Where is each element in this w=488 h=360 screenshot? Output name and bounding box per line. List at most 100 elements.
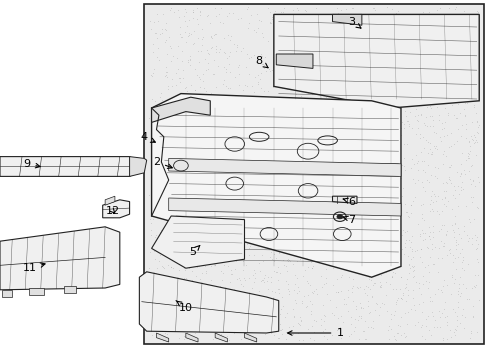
Point (240, 180, 247, 186)
Point (196, 257, 203, 263)
Point (305, 298, 313, 304)
Point (191, 288, 199, 293)
Point (159, 244, 167, 250)
Point (281, 153, 288, 159)
Point (402, 72, 410, 77)
Point (380, 43, 387, 49)
Point (275, 225, 283, 231)
Point (454, 241, 462, 247)
Point (155, 57, 163, 63)
Point (433, 24, 441, 30)
Point (200, 153, 207, 158)
Point (237, 112, 244, 117)
Point (394, 112, 402, 118)
Point (382, 45, 389, 50)
Point (289, 314, 297, 319)
Point (148, 320, 156, 326)
Point (288, 196, 296, 202)
Point (249, 228, 257, 234)
Point (192, 140, 200, 146)
Point (327, 170, 335, 176)
Point (418, 299, 426, 305)
Point (297, 80, 305, 85)
Point (258, 252, 265, 258)
Point (388, 101, 396, 107)
Point (231, 107, 239, 113)
Point (308, 140, 316, 146)
Point (275, 177, 283, 183)
Point (366, 287, 373, 292)
Point (211, 43, 219, 49)
Point (358, 30, 366, 36)
Point (417, 322, 425, 328)
Point (251, 74, 259, 80)
Point (471, 110, 479, 116)
Point (196, 206, 203, 212)
Point (402, 228, 410, 234)
Point (407, 233, 415, 239)
Point (312, 231, 320, 237)
Point (206, 310, 214, 316)
Point (353, 137, 361, 143)
Point (208, 336, 216, 342)
Point (220, 325, 227, 330)
Point (460, 54, 468, 60)
Point (208, 316, 216, 322)
Point (319, 237, 326, 243)
Point (439, 188, 447, 194)
Point (361, 52, 368, 58)
Point (369, 169, 377, 175)
Point (274, 116, 282, 122)
Point (333, 246, 341, 252)
Point (392, 214, 400, 220)
Point (403, 32, 411, 38)
Point (381, 185, 388, 191)
Point (384, 103, 392, 108)
Point (175, 75, 183, 81)
Point (426, 103, 433, 109)
Point (246, 144, 254, 150)
Point (230, 108, 238, 113)
Point (421, 83, 428, 89)
Point (451, 115, 459, 121)
Point (299, 98, 307, 104)
Point (318, 302, 326, 308)
Point (428, 67, 436, 73)
Point (347, 5, 355, 10)
Point (414, 78, 422, 84)
Point (289, 7, 297, 13)
Point (207, 35, 215, 41)
Point (412, 117, 420, 123)
Point (421, 188, 428, 194)
Point (355, 31, 363, 37)
Point (327, 27, 335, 32)
Point (400, 167, 408, 173)
Point (244, 71, 252, 77)
Point (187, 169, 195, 175)
Point (269, 71, 277, 76)
Point (191, 100, 199, 105)
Point (394, 85, 402, 90)
Point (310, 236, 318, 242)
Point (425, 294, 432, 300)
Point (289, 240, 297, 246)
Point (382, 139, 390, 144)
Point (407, 85, 415, 91)
Point (184, 101, 192, 107)
Point (278, 331, 285, 337)
Point (402, 276, 410, 282)
Point (465, 27, 473, 33)
Bar (144, 4, 483, 344)
Point (446, 327, 453, 333)
Point (365, 120, 373, 126)
Point (448, 252, 456, 257)
Point (437, 255, 445, 261)
Point (439, 243, 447, 249)
Point (211, 31, 219, 37)
Point (389, 100, 397, 106)
Point (278, 135, 285, 140)
Point (357, 313, 365, 319)
Point (196, 163, 204, 169)
Point (351, 303, 359, 309)
Point (282, 18, 290, 24)
